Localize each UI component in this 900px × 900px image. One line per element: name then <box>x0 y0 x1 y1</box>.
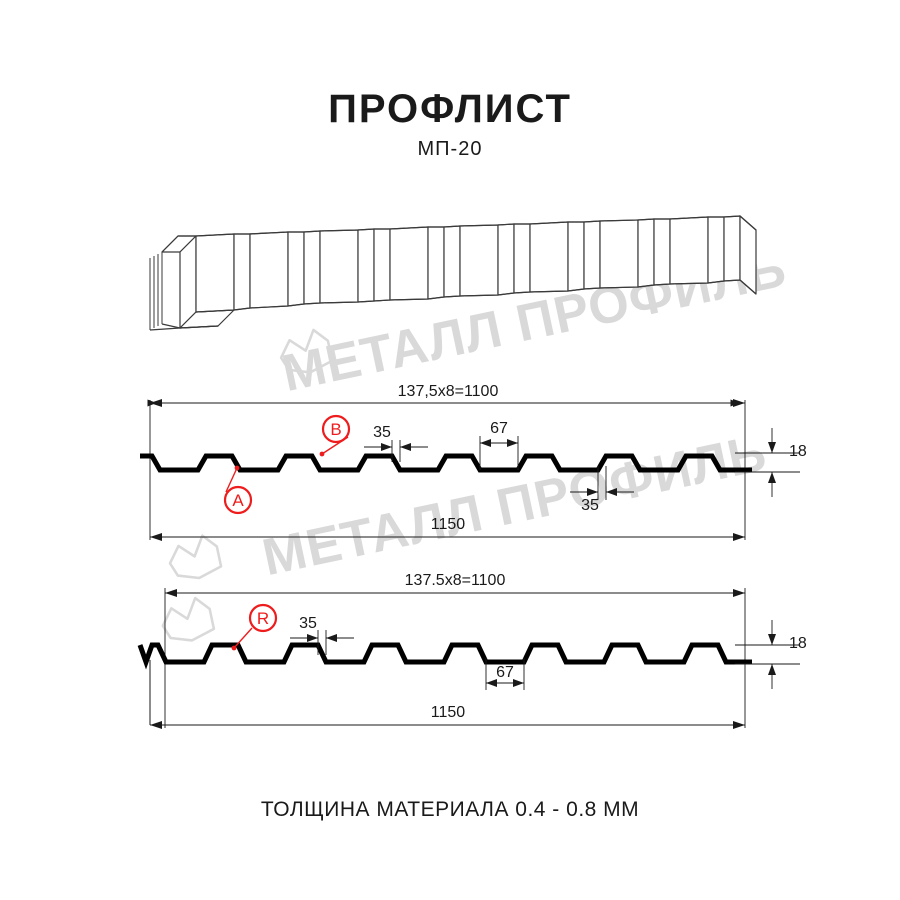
metall-profil-logo <box>279 328 334 374</box>
marker-r-label: R <box>257 609 269 628</box>
cross-section-bottom: 137.5x8=1100 1150 35 67 <box>137 572 807 729</box>
dimension-overall-width-bottom: 1150 <box>431 704 466 721</box>
dimension-valley-width-top: 67 <box>490 420 508 437</box>
dimension-rib-height-bottom: 18 <box>789 635 807 652</box>
metall-profil-logo <box>168 534 223 580</box>
marker-r: R <box>231 603 278 651</box>
page-subtitle: МП-20 <box>418 138 483 160</box>
marker-b: B <box>319 414 351 457</box>
marker-b-label: B <box>330 420 341 439</box>
dimension-rib-height-top: 18 <box>789 443 807 460</box>
metall-profil-logo <box>161 596 216 642</box>
dimension-valley-width-bottom: 67 <box>496 664 514 681</box>
watermark-text: МЕТАЛЛ ПРОФИЛЬ <box>258 424 772 588</box>
isometric-profile-view <box>149 215 757 331</box>
profile-outline-top <box>140 453 752 473</box>
dimension-rib-top-width-bottom: 35 <box>299 615 317 632</box>
profile-outline-bottom <box>137 642 752 670</box>
material-thickness-note: ТОЛЩИНА МАТЕРИАЛА 0.4 - 0.8 ММ <box>261 798 639 821</box>
cross-section-top: 137,5x8=1100 1150 35 67 <box>140 383 807 541</box>
dimension-overall-width-top: 1150 <box>431 516 466 533</box>
marker-a: A <box>223 465 253 515</box>
marker-a-label: A <box>232 491 244 510</box>
dimension-rib-top-width-upper: 35 <box>373 424 391 441</box>
dimension-overall-cover-bottom: 137.5x8=1100 <box>405 572 506 589</box>
dimension-rib-top-width-lower: 35 <box>581 497 599 514</box>
page-title: ПРОФЛИСТ <box>328 87 572 131</box>
dimension-overall-cover-top: 137,5x8=1100 <box>398 383 499 400</box>
